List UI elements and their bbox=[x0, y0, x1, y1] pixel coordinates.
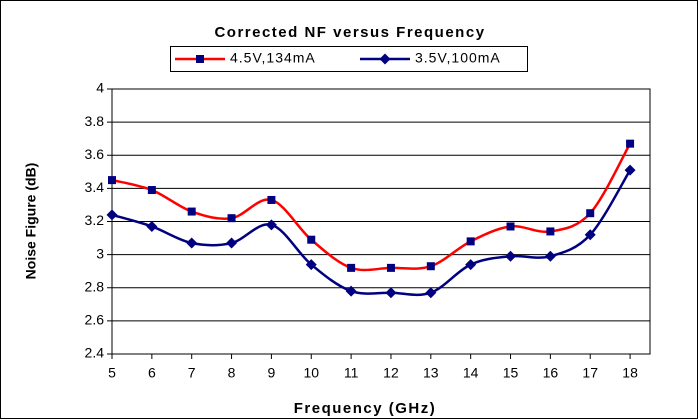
legend-label: 4.5V,134mA bbox=[230, 50, 316, 66]
marker bbox=[546, 227, 555, 236]
legend-box bbox=[170, 46, 528, 72]
x-tick-label: 10 bbox=[303, 365, 319, 381]
marker bbox=[196, 55, 204, 63]
x-tick-label: 14 bbox=[463, 365, 479, 381]
marker bbox=[347, 263, 356, 272]
marker bbox=[386, 263, 395, 272]
marker bbox=[307, 235, 316, 244]
marker bbox=[226, 237, 238, 249]
marker bbox=[265, 219, 277, 231]
marker bbox=[385, 287, 397, 299]
marker bbox=[425, 287, 437, 299]
x-tick-label: 13 bbox=[423, 365, 439, 381]
marker bbox=[267, 195, 276, 204]
y-tick-label: 2.4 bbox=[85, 345, 105, 361]
marker bbox=[505, 250, 517, 262]
x-tick-label: 15 bbox=[503, 365, 519, 381]
y-tick-label: 4 bbox=[96, 80, 104, 96]
marker bbox=[186, 237, 198, 249]
marker bbox=[506, 222, 515, 231]
legend-label: 3.5V,100mA bbox=[415, 50, 501, 66]
y-tick-label: 2.8 bbox=[85, 278, 105, 294]
y-tick-label: 3.2 bbox=[85, 212, 105, 228]
marker bbox=[305, 259, 317, 271]
marker bbox=[108, 176, 116, 185]
y-tick-label: 2.6 bbox=[85, 312, 105, 328]
marker bbox=[544, 250, 556, 262]
x-tick-label: 7 bbox=[188, 365, 196, 381]
x-tick-label: 12 bbox=[383, 365, 399, 381]
marker bbox=[426, 262, 435, 271]
marker bbox=[465, 259, 477, 271]
x-tick-label: 9 bbox=[268, 365, 276, 381]
marker bbox=[626, 139, 635, 148]
marker bbox=[345, 285, 357, 297]
x-axis-label: Frequency (GHz) bbox=[294, 400, 437, 417]
x-tick-label: 18 bbox=[622, 365, 638, 381]
x-tick-label: 5 bbox=[108, 365, 116, 381]
marker bbox=[147, 186, 156, 195]
x-tick-label: 6 bbox=[148, 365, 156, 381]
x-tick-label: 16 bbox=[543, 365, 559, 381]
y-tick-label: 3.6 bbox=[85, 146, 105, 162]
chart-title: Corrected NF versus Frequency bbox=[214, 24, 485, 41]
marker bbox=[466, 237, 475, 246]
y-tick-label: 3 bbox=[96, 245, 104, 261]
marker bbox=[586, 209, 595, 218]
marker bbox=[584, 229, 596, 241]
marker bbox=[146, 220, 158, 232]
x-tick-label: 8 bbox=[228, 365, 236, 381]
y-axis-label: Noise Figure (dB) bbox=[23, 163, 39, 280]
y-tick-label: 3.8 bbox=[85, 113, 105, 129]
marker bbox=[187, 207, 196, 216]
marker bbox=[379, 53, 391, 65]
x-tick-label: 17 bbox=[582, 365, 598, 381]
x-tick-label: 11 bbox=[344, 365, 359, 381]
marker bbox=[106, 209, 118, 221]
marker bbox=[624, 164, 636, 176]
y-tick-label: 3.4 bbox=[85, 179, 105, 195]
marker bbox=[227, 214, 236, 223]
